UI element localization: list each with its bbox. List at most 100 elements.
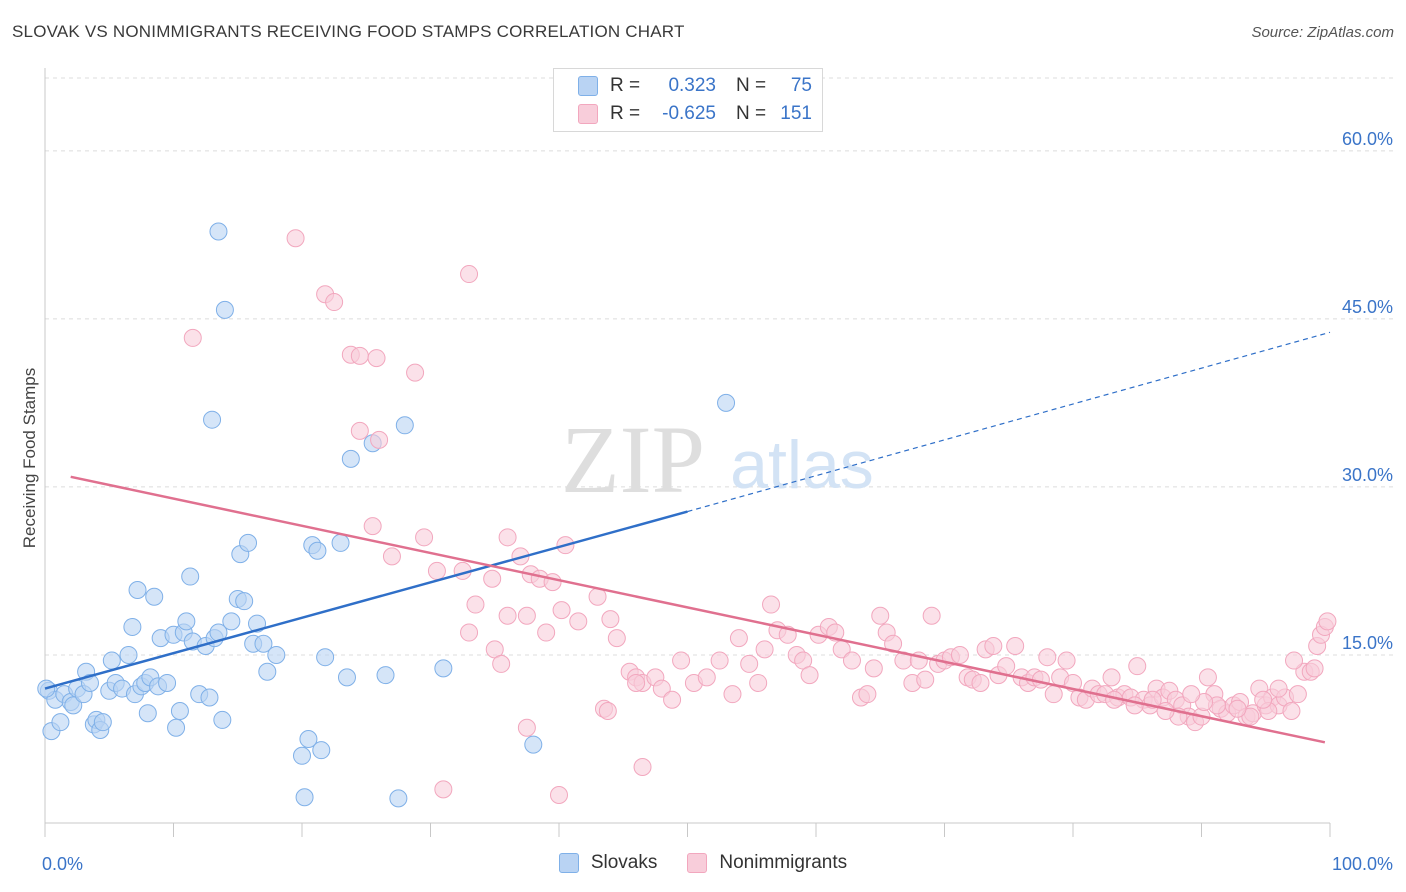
data-point — [607, 629, 626, 648]
data-point — [498, 528, 517, 547]
data-point — [235, 592, 254, 611]
data-point — [1044, 685, 1063, 704]
y-tick-label: 15.0% — [1342, 633, 1393, 653]
data-point — [267, 645, 286, 664]
data-point — [119, 645, 138, 664]
data-point — [1125, 696, 1144, 715]
data-point — [80, 673, 99, 692]
stats-legend-row-nonimmigrants: R = -0.625 N = 151 — [578, 101, 812, 127]
data-point — [922, 606, 941, 625]
tick-labels: 15.0% 30.0% 45.0% 60.0% 0.0% 100.0% — [42, 129, 1393, 874]
n-value: 151 — [780, 103, 812, 124]
data-point — [864, 659, 883, 678]
data-point — [181, 567, 200, 586]
data-point — [213, 710, 232, 729]
data-point — [1288, 685, 1307, 704]
data-point — [376, 666, 395, 685]
data-point — [1318, 612, 1337, 631]
data-point — [102, 651, 121, 670]
data-point — [239, 533, 258, 552]
legend-item-nonimmigrants[interactable]: Nonimmigrants — [687, 852, 847, 874]
data-point — [434, 659, 453, 678]
data-point — [717, 393, 736, 412]
series-legend: Slovaks Nonimmigrants — [0, 852, 1406, 874]
data-point — [537, 623, 556, 642]
y-tick-label: 30.0% — [1342, 465, 1393, 485]
data-point — [633, 757, 652, 776]
stats-legend: R = 0.323 N = 75 R = -0.625 N = 151 — [553, 68, 823, 132]
data-point — [569, 612, 588, 631]
data-point — [312, 741, 331, 760]
data-point — [93, 713, 112, 732]
data-point — [1305, 659, 1324, 678]
data-point — [64, 696, 83, 715]
trend-line-nonimmigrants — [70, 475, 1326, 744]
data-point — [295, 788, 314, 807]
data-point — [183, 328, 202, 347]
data-point — [697, 668, 716, 687]
data-point — [466, 595, 485, 614]
data-point — [543, 573, 562, 592]
data-point — [51, 713, 70, 732]
y-axis-label: Receiving Food Stamps — [20, 368, 39, 548]
data-point — [492, 654, 511, 673]
data-point — [552, 601, 571, 620]
data-point — [293, 746, 311, 765]
series-slovaks — [37, 222, 736, 808]
data-point — [950, 645, 969, 664]
data-point — [382, 547, 401, 566]
data-point — [842, 651, 861, 670]
data-point — [1254, 690, 1273, 709]
data-points — [37, 222, 1337, 808]
data-point — [729, 629, 748, 648]
data-point — [167, 718, 186, 737]
data-point — [331, 533, 350, 552]
chart-title: SLOVAK VS NONIMMIGRANTS RECEIVING FOOD S… — [12, 22, 685, 41]
stats-legend-row-slovaks: R = 0.323 N = 75 — [578, 73, 812, 99]
watermark-zip: ZIP — [561, 406, 705, 513]
data-point — [434, 780, 453, 799]
data-point — [308, 541, 327, 560]
data-point — [299, 729, 318, 748]
data-point — [128, 580, 147, 599]
data-point — [1038, 648, 1057, 667]
data-point — [749, 673, 768, 692]
data-point — [997, 657, 1016, 676]
data-point — [406, 363, 425, 382]
data-point — [367, 349, 386, 368]
data-point — [800, 666, 819, 685]
data-point — [350, 421, 369, 440]
data-point — [1269, 679, 1288, 698]
data-point — [370, 430, 389, 449]
trend-lines — [44, 331, 1331, 744]
data-point — [138, 704, 157, 723]
y-tick-label: 60.0% — [1342, 129, 1393, 149]
data-point — [350, 346, 369, 365]
data-point — [984, 636, 1003, 655]
data-point — [762, 595, 781, 614]
data-point — [598, 701, 617, 720]
data-point — [460, 265, 479, 284]
source-credit: Source: ZipAtlas.com — [1251, 24, 1394, 41]
data-point — [498, 606, 517, 625]
trend-line-slovaks — [44, 510, 688, 690]
data-point — [341, 449, 360, 468]
slovaks-swatch — [578, 76, 598, 96]
data-point — [337, 668, 356, 687]
x-tick-label: 100.0% — [1332, 854, 1393, 874]
legend-label: Slovaks — [590, 852, 658, 873]
data-point — [740, 654, 759, 673]
n-label: N = — [736, 103, 767, 124]
legend-item-slovaks[interactable]: Slovaks — [558, 852, 658, 874]
data-point — [1182, 685, 1201, 704]
n-value: 75 — [790, 75, 812, 96]
data-point — [1006, 636, 1025, 655]
data-point — [524, 735, 543, 754]
data-point — [395, 416, 414, 435]
data-point — [1282, 701, 1301, 720]
data-point — [723, 685, 742, 704]
data-point — [254, 634, 273, 653]
data-point — [710, 651, 729, 670]
data-point — [663, 690, 682, 709]
trend-extension-slovaks — [687, 331, 1331, 513]
